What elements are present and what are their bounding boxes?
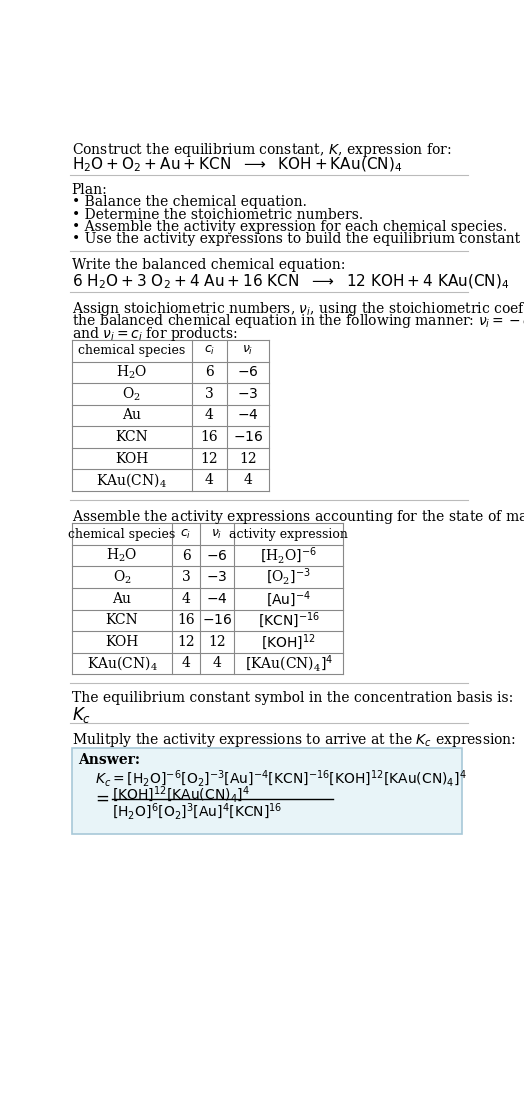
Text: 6: 6 xyxy=(182,548,190,563)
Text: $[\mathrm{KOH}]^{12}[\mathregular{KAu(CN)_4}]^4$: $[\mathrm{KOH}]^{12}[\mathregular{KAu(CN… xyxy=(112,785,250,806)
Text: Answer:: Answer: xyxy=(78,753,140,766)
Text: $[\mathregular{O_2}]^{-3}$: $[\mathregular{O_2}]^{-3}$ xyxy=(266,567,311,587)
Text: $-4$: $-4$ xyxy=(237,408,259,423)
Text: $\mathregular{KAu(CN)_4}$: $\mathregular{KAu(CN)_4}$ xyxy=(86,654,158,673)
Text: Construct the equilibrium constant, $K$, expression for:: Construct the equilibrium constant, $K$,… xyxy=(72,141,451,160)
Text: $K_c = [\mathregular{H_2O}]^{-6}[\mathregular{O_2}]^{-3}[\mathrm{Au}]^{-4}[\math: $K_c = [\mathregular{H_2O}]^{-6}[\mathre… xyxy=(95,768,466,788)
Text: KCN: KCN xyxy=(106,613,138,628)
Text: $\mathregular{H_2O}$: $\mathregular{H_2O}$ xyxy=(116,363,147,381)
FancyBboxPatch shape xyxy=(72,748,462,835)
Text: 16: 16 xyxy=(201,430,218,444)
Text: $c_i$: $c_i$ xyxy=(204,345,215,358)
Text: $[\mathrm{KOH}]^{12}$: $[\mathrm{KOH}]^{12}$ xyxy=(261,632,316,652)
Text: • Use the activity expressions to build the equilibrium constant expression.: • Use the activity expressions to build … xyxy=(72,232,524,247)
Text: 12: 12 xyxy=(208,635,226,648)
Text: $\mathregular{O_2}$: $\mathregular{O_2}$ xyxy=(113,568,132,586)
Text: $\mathregular{H_2O}$: $\mathregular{H_2O}$ xyxy=(106,547,138,565)
Text: 4: 4 xyxy=(213,656,222,671)
Text: $\mathregular{6\ H_2O + 3\ O_2 + 4\ Au + 16\ KCN}$  $\longrightarrow$  $\mathreg: $\mathregular{6\ H_2O + 3\ O_2 + 4\ Au +… xyxy=(72,272,509,291)
Text: $c_i$: $c_i$ xyxy=(180,527,192,541)
Text: 12: 12 xyxy=(239,451,257,466)
Text: chemical species: chemical species xyxy=(78,345,185,358)
Text: The equilibrium constant symbol in the concentration basis is:: The equilibrium constant symbol in the c… xyxy=(72,691,513,705)
Text: $\mathregular{O_2}$: $\mathregular{O_2}$ xyxy=(123,385,141,403)
Text: 6: 6 xyxy=(205,366,214,380)
Text: $[\mathregular{H_2O}]^6[\mathregular{O_2}]^3[\mathrm{Au}]^4[\mathrm{KCN}]^{16}$: $[\mathregular{H_2O}]^6[\mathregular{O_2… xyxy=(112,802,282,821)
Text: $[\mathrm{Au}]^{-4}$: $[\mathrm{Au}]^{-4}$ xyxy=(266,589,311,609)
Text: $[\mathrm{KCN}]^{-16}$: $[\mathrm{KCN}]^{-16}$ xyxy=(258,610,320,630)
Text: KOH: KOH xyxy=(105,635,139,648)
Text: • Determine the stoichiometric numbers.: • Determine the stoichiometric numbers. xyxy=(72,208,363,221)
Text: Assemble the activity expressions accounting for the state of matter and $\nu_i$: Assemble the activity expressions accoun… xyxy=(72,508,524,526)
Text: 4: 4 xyxy=(182,591,190,606)
Text: Au: Au xyxy=(122,408,141,423)
Text: activity expression: activity expression xyxy=(230,527,348,541)
Text: $\mathregular{H_2O + O_2 + Au + KCN}$  $\longrightarrow$  $\mathregular{KOH + KA: $\mathregular{H_2O + O_2 + Au + KCN}$ $\… xyxy=(72,155,402,174)
Text: 4: 4 xyxy=(244,473,253,487)
Text: 12: 12 xyxy=(201,451,218,466)
Text: 4: 4 xyxy=(205,408,214,423)
Text: Assign stoichiometric numbers, $\nu_i$, using the stoichiometric coefficients, $: Assign stoichiometric numbers, $\nu_i$, … xyxy=(72,299,524,318)
Text: 4: 4 xyxy=(205,473,214,487)
Text: $-4$: $-4$ xyxy=(206,591,228,606)
Text: • Balance the chemical equation.: • Balance the chemical equation. xyxy=(72,195,307,209)
Text: $K_c$: $K_c$ xyxy=(72,705,91,724)
Text: 16: 16 xyxy=(177,613,195,628)
Text: 3: 3 xyxy=(182,570,190,585)
Text: $\nu_i$: $\nu_i$ xyxy=(242,345,254,358)
Text: $[\mathregular{H_2O}]^{-6}$: $[\mathregular{H_2O}]^{-6}$ xyxy=(260,545,317,566)
Text: Write the balanced chemical equation:: Write the balanced chemical equation: xyxy=(72,259,345,272)
Text: 4: 4 xyxy=(182,656,190,671)
Text: the balanced chemical equation in the following manner: $\nu_i = -c_i$ for react: the balanced chemical equation in the fo… xyxy=(72,313,524,330)
Text: 3: 3 xyxy=(205,386,214,401)
Text: $-16$: $-16$ xyxy=(202,613,232,628)
Text: $[\mathregular{KAu(CN)_4}]^4$: $[\mathregular{KAu(CN)_4}]^4$ xyxy=(245,653,333,674)
Text: $\nu_i$: $\nu_i$ xyxy=(211,527,223,541)
Text: $\mathregular{KAu(CN)_4}$: $\mathregular{KAu(CN)_4}$ xyxy=(96,471,167,489)
Text: Mulitply the activity expressions to arrive at the $K_c$ expression:: Mulitply the activity expressions to arr… xyxy=(72,731,516,749)
Text: $-3$: $-3$ xyxy=(206,570,227,585)
Text: Plan:: Plan: xyxy=(72,183,107,197)
Text: $-16$: $-16$ xyxy=(233,430,263,444)
Text: Au: Au xyxy=(113,591,132,606)
Text: $-6$: $-6$ xyxy=(206,548,228,563)
Text: =: = xyxy=(95,789,109,808)
Text: KOH: KOH xyxy=(115,451,148,466)
Text: chemical species: chemical species xyxy=(69,527,176,541)
Text: KCN: KCN xyxy=(115,430,148,444)
Text: $-3$: $-3$ xyxy=(237,386,259,401)
Text: $-6$: $-6$ xyxy=(237,366,259,380)
Text: • Assemble the activity expression for each chemical species.: • Assemble the activity expression for e… xyxy=(72,220,507,233)
Text: and $\nu_i = c_i$ for products:: and $\nu_i = c_i$ for products: xyxy=(72,325,237,342)
Text: 12: 12 xyxy=(177,635,195,648)
